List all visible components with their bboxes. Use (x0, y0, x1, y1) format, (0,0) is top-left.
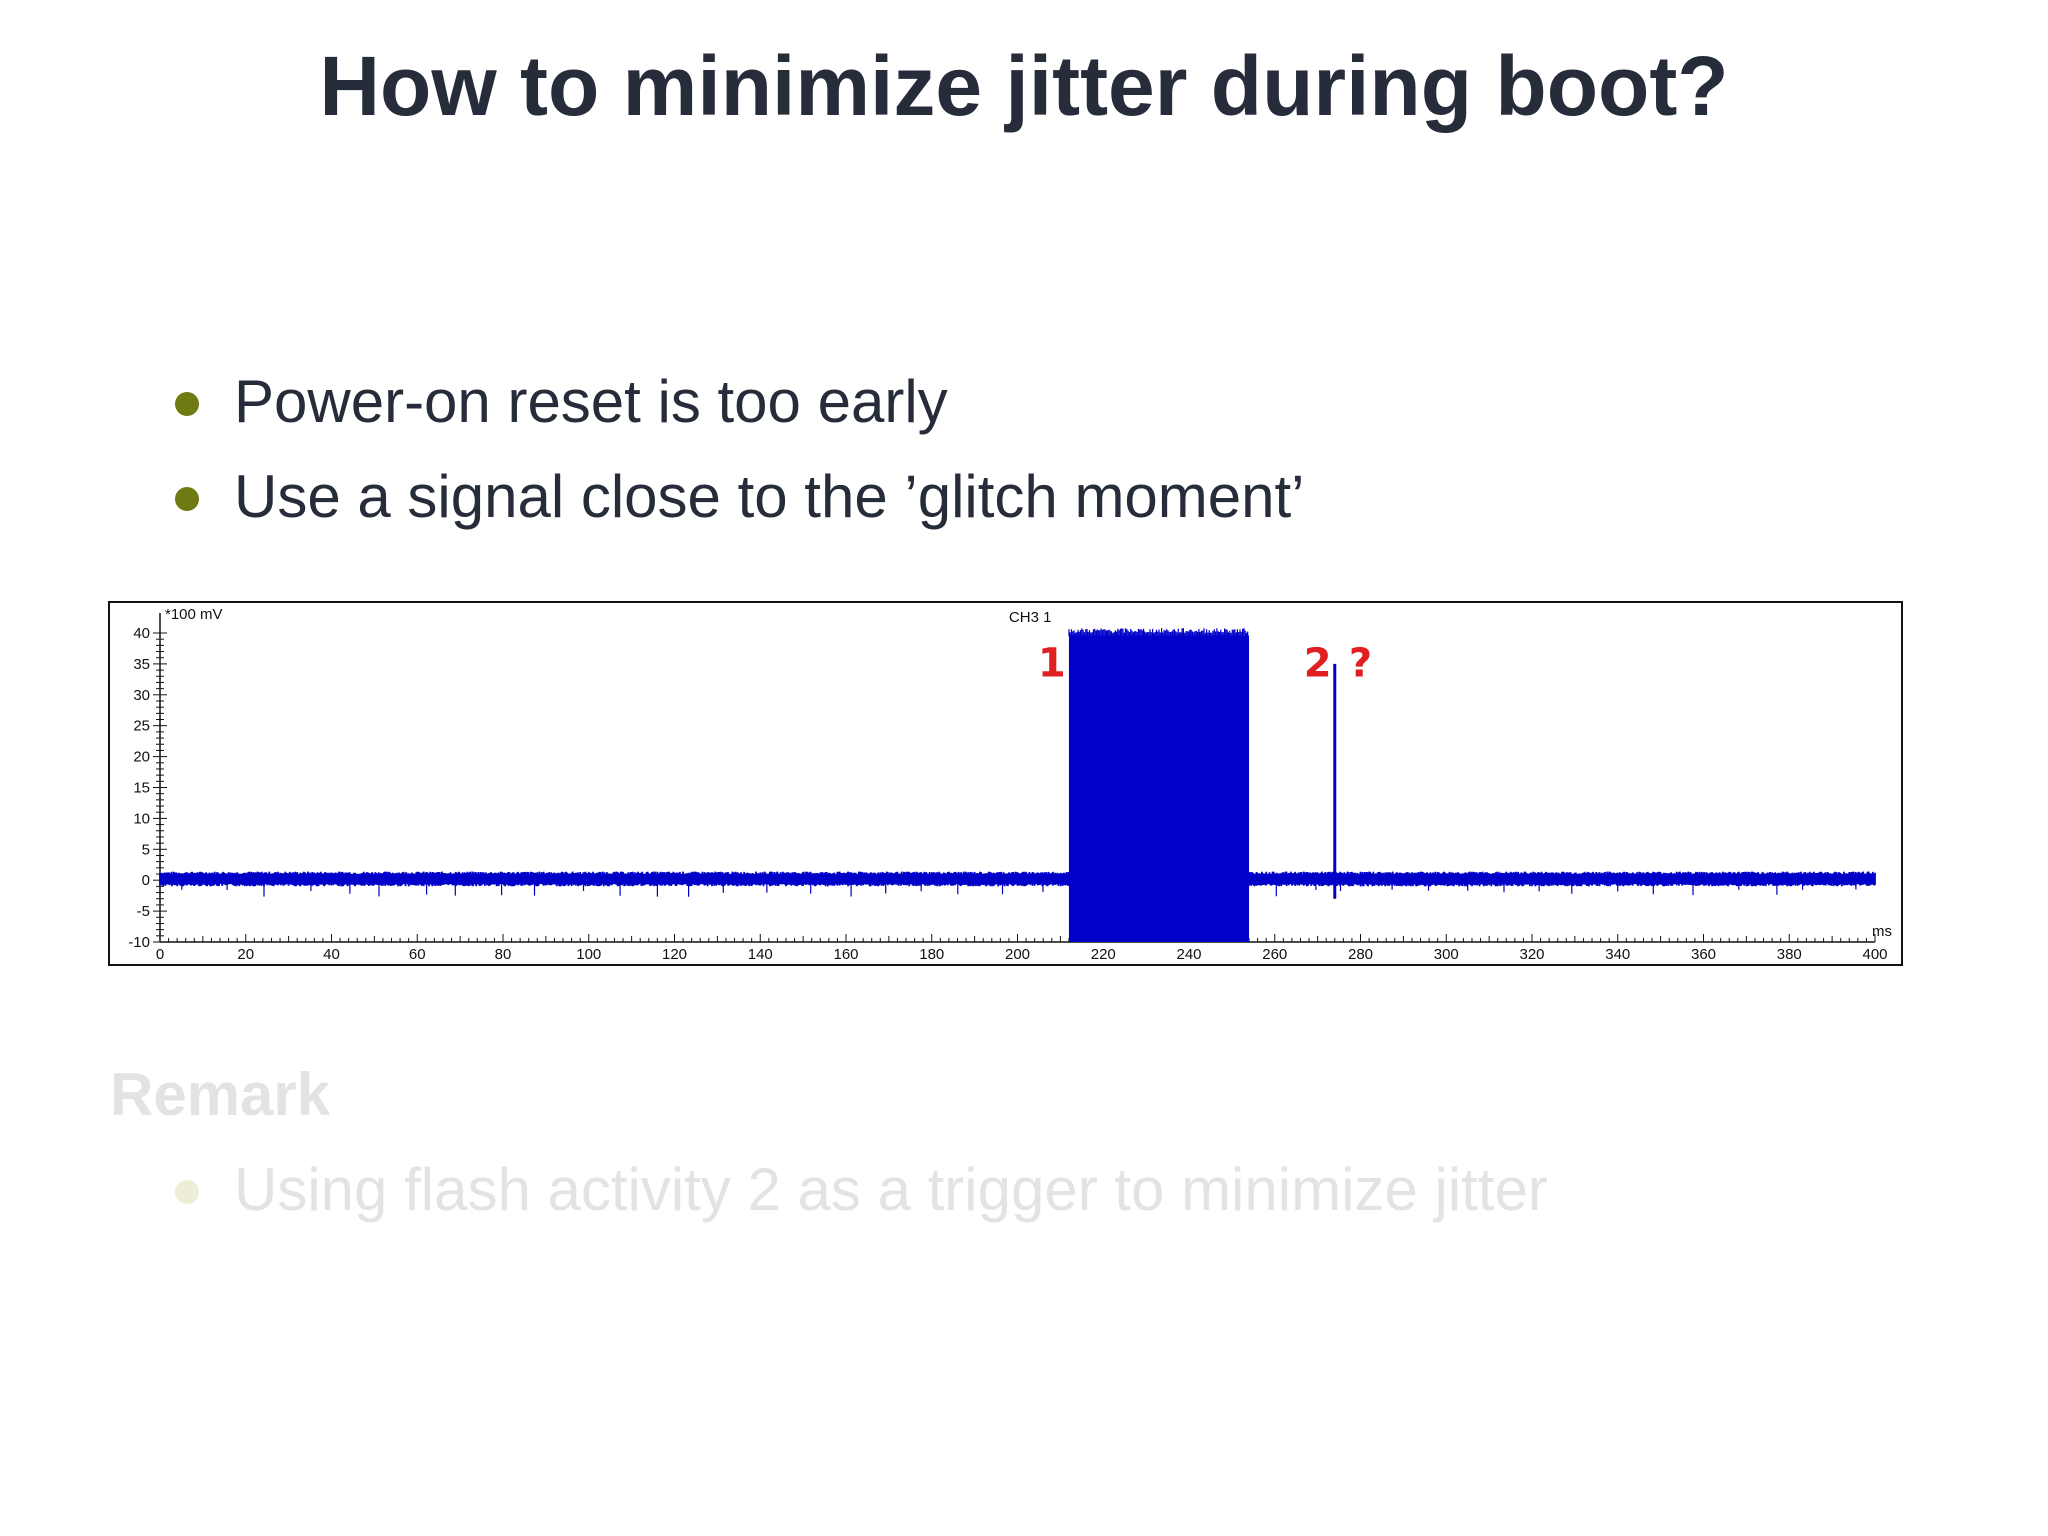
y-tick-label: 5 (142, 841, 150, 858)
slide-title: How to minimize jitter during boot? (319, 39, 1729, 133)
y-tick-label: 20 (133, 749, 150, 766)
baseline-glitches (181, 880, 1857, 897)
bullet-item: Use a signal close to the ’glitch moment… (175, 457, 1305, 552)
x-tick-label: 0 (156, 946, 164, 963)
x-tick-label: 220 (1091, 946, 1116, 963)
x-tick-label: 380 (1777, 946, 1802, 963)
x-tick-label: 80 (495, 946, 512, 963)
x-tick-label: 360 (1691, 946, 1716, 963)
x-tick-label: 320 (1519, 946, 1544, 963)
x-tick-label: 120 (662, 946, 687, 963)
x-tick-label: 280 (1348, 946, 1373, 963)
annotation-label-2: 2 (1304, 640, 1332, 686)
remark-bullet-list: Using flash activity 2 as a trigger to m… (175, 1150, 1548, 1230)
remark-bullet-item: Using flash activity 2 as a trigger to m… (175, 1150, 1548, 1230)
x-tick-label: 160 (833, 946, 858, 963)
y-tick-label: 30 (133, 687, 150, 704)
y-tick-label: 35 (133, 656, 150, 673)
x-tick-label: 260 (1262, 946, 1287, 963)
chart-svg: 0 20 40 60 80 100 120 140 160 180 200 220 240 260 280 3… (128, 606, 1892, 963)
burst-top-noise (1068, 628, 1249, 637)
baseline-signal (159, 871, 1876, 887)
bullet-text: Use a signal close to the ’glitch moment… (234, 463, 1305, 530)
x-tick-label: 140 (748, 946, 773, 963)
annotation-label-3: ? (1349, 640, 1372, 686)
x-tick-label: 340 (1605, 946, 1630, 963)
bullet-item: Power-on reset is too early (175, 362, 1305, 457)
y-tick-label: 25 (133, 718, 150, 735)
y-tick-label: 40 (133, 625, 150, 642)
y-tick-label: -5 (137, 903, 150, 920)
x-tick-label: 200 (1005, 946, 1030, 963)
bullet-text: Power-on reset is too early (234, 368, 948, 435)
x-tick-label: 100 (576, 946, 601, 963)
remark-title: Remark (110, 1061, 331, 1128)
y-tick-label: 15 (133, 780, 150, 797)
x-tick-label: 180 (919, 946, 944, 963)
y-tick-label: 0 (142, 872, 150, 889)
x-tick-label: 300 (1434, 946, 1459, 963)
oscilloscope-chart: 0 20 40 60 80 100 120 140 160 180 200 220 240 260 280 3… (108, 601, 1903, 966)
channel-label: CH3 1 (1009, 609, 1052, 626)
y-unit-label: *100 mV (165, 606, 223, 623)
annotation-label-1: 1 (1038, 640, 1066, 686)
y-tick-label: -10 (128, 934, 150, 951)
x-tick-label: 40 (323, 946, 340, 963)
x-tick-label: 400 (1862, 946, 1887, 963)
bullet-dot-icon (175, 1180, 199, 1204)
remark-bullet-text: Using flash activity 2 as a trigger to m… (234, 1156, 1548, 1223)
flash-activity-burst (1068, 635, 1250, 942)
x-unit-label: ms (1872, 923, 1892, 940)
y-tick-label: 10 (133, 810, 150, 827)
bullet-list: Power-on reset is too early Use a signal… (175, 362, 1305, 552)
x-tick-label: 20 (237, 946, 254, 963)
x-tick-label: 240 (1176, 946, 1201, 963)
x-tick-label: 60 (409, 946, 426, 963)
bullet-dot-icon (175, 487, 199, 511)
bullet-dot-icon (175, 392, 199, 416)
